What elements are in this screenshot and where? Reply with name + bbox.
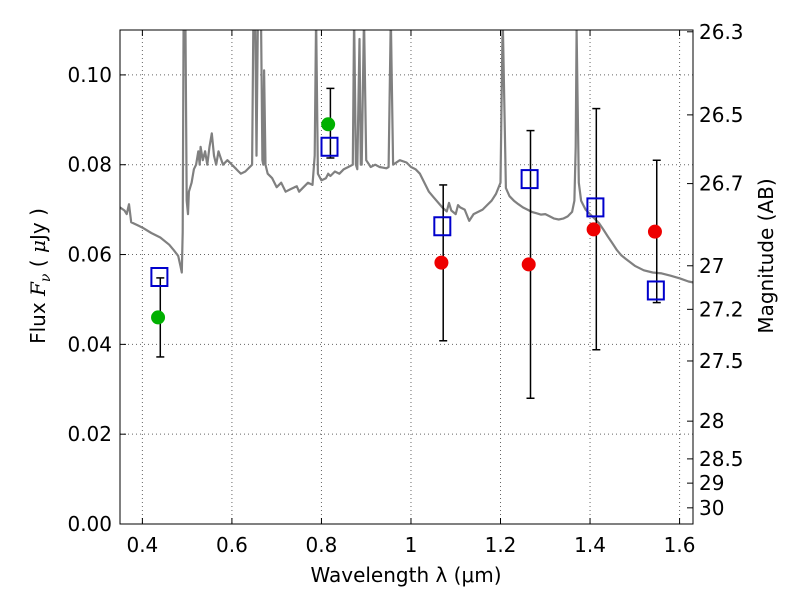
y-axis-title-mu: μ: [26, 240, 50, 253]
x-tick-label: 0.4: [126, 533, 158, 557]
x-tick-label: 1: [405, 533, 418, 557]
spectrum-line: [120, 30, 693, 284]
model-square-marker: [646, 280, 665, 301]
model-square-marker: [520, 169, 539, 190]
y2-tick-label: 26.3: [699, 20, 744, 44]
x-tick-label: 0.6: [216, 533, 248, 557]
x-tick-label: 1.4: [574, 533, 606, 557]
x-tick-label: 0.8: [306, 533, 338, 557]
y-axis-title: Flux Fν ( μJy ): [26, 208, 54, 344]
y2-tick-label: 28.5: [699, 447, 744, 471]
y2-tick-label: 29: [699, 471, 724, 495]
model-square-marker: [150, 267, 169, 287]
y2-tick-label: 27.5: [699, 349, 744, 373]
y-axis-title-nu: ν: [38, 273, 54, 282]
y-axis-title-F: F: [26, 281, 50, 297]
red-data-point: [586, 222, 601, 237]
model-square-marker: [320, 136, 339, 157]
y2-tick-label: 26.5: [699, 103, 744, 127]
plot-area: [120, 30, 693, 284]
y-axis-title-flux: Flux: [26, 296, 50, 344]
x-tick-label: 1.2: [485, 533, 517, 557]
green-data-point: [321, 117, 336, 132]
y-tick-label: 0.02: [67, 422, 112, 446]
y2-tick-label: 27: [699, 254, 724, 278]
red-data-point: [434, 255, 449, 270]
y2-tick-label: 26.7: [699, 172, 744, 196]
y-axis-title-unit: Jy ): [26, 208, 50, 242]
model-square-marker: [433, 216, 452, 237]
axis-ticks: 0.4 0.6 0.8 1 1.2 1.4 1.6 0.00 0.02 0.04 0.06 0.08 0…: [67, 20, 743, 557]
red-data-point: [647, 224, 662, 239]
y-tick-label: 0.08: [67, 153, 112, 177]
y2-tick-label: 30: [699, 496, 724, 520]
y2-tick-label: 28: [699, 409, 724, 433]
green-data-point: [151, 310, 166, 325]
y2-axis-title: Magnitude (AB): [754, 178, 778, 333]
red-data-point: [521, 257, 536, 272]
y-tick-label: 0.06: [67, 243, 112, 267]
y-tick-label: 0.10: [67, 63, 112, 87]
y-axis-title-open: (: [26, 253, 50, 274]
y2-tick-label: 27.2: [699, 297, 744, 321]
marker-layer: [150, 87, 665, 400]
x-tick-label: 1.6: [664, 533, 696, 557]
plot-frame: [119, 29, 694, 525]
grid-lines: [120, 30, 693, 525]
x-axis-title: Wavelength λ (μm): [310, 563, 501, 587]
y-tick-label: 0.04: [67, 332, 112, 356]
y-tick-label: 0.00: [67, 512, 112, 536]
model-square-marker: [586, 197, 605, 218]
